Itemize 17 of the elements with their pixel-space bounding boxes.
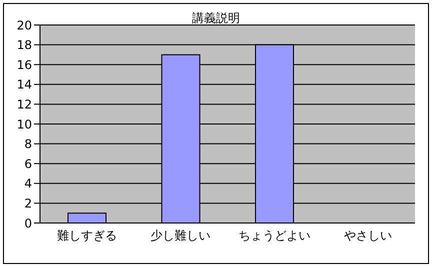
y-tick-label: 14 — [16, 78, 32, 92]
y-tick-label: 18 — [16, 38, 32, 52]
bar — [68, 212, 106, 223]
y-tick-label: 0 — [24, 216, 32, 230]
y-tick-label: 6 — [24, 156, 32, 171]
y-tick-label: 4 — [24, 176, 32, 191]
y-tick-label: 20 — [16, 18, 32, 32]
x-tick-label: ちょうどよい — [238, 228, 310, 243]
x-tick-label: 少し難しい — [150, 228, 211, 243]
y-tick-label: 16 — [16, 58, 32, 72]
chart-title: 講義説明 — [192, 11, 240, 25]
x-tick-label: やさしい — [344, 228, 392, 243]
y-tick-label: 8 — [24, 137, 32, 152]
y-tick-label: 10 — [16, 117, 32, 132]
y-tick-label: 12 — [16, 97, 32, 112]
y-tick-label: 2 — [24, 196, 32, 210]
x-tick-label: 難しすぎる — [56, 228, 117, 243]
